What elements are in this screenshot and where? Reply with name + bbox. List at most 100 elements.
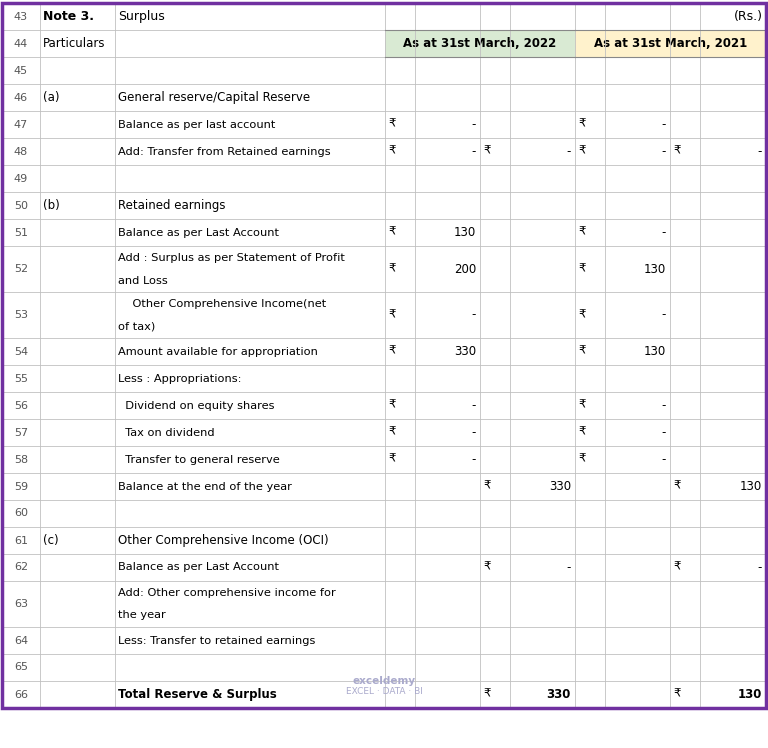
Text: ₹: ₹ <box>578 453 585 466</box>
Bar <box>2 138 766 165</box>
Text: -: - <box>472 145 476 158</box>
Text: As at 31st March, 2022: As at 31st March, 2022 <box>403 37 557 50</box>
Bar <box>2 392 766 419</box>
Text: 62: 62 <box>14 562 28 572</box>
Text: Surplus: Surplus <box>118 10 165 23</box>
Text: (Rs.): (Rs.) <box>734 10 763 23</box>
Bar <box>2 527 766 554</box>
Text: 45: 45 <box>14 66 28 76</box>
Text: Note 3.: Note 3. <box>43 10 94 23</box>
Text: -: - <box>661 226 666 239</box>
Text: 54: 54 <box>14 346 28 357</box>
Text: 53: 53 <box>14 310 28 320</box>
Text: Add: Other comprehensive income for: Add: Other comprehensive income for <box>118 587 336 598</box>
Bar <box>2 581 766 627</box>
Text: 64: 64 <box>14 636 28 646</box>
Text: ₹: ₹ <box>578 399 585 412</box>
Text: Dividend on equity shares: Dividend on equity shares <box>118 400 274 411</box>
Text: (b): (b) <box>43 199 60 212</box>
Text: the year: the year <box>118 610 166 621</box>
Text: 130: 130 <box>740 480 762 493</box>
Bar <box>2 681 766 708</box>
Text: Tax on dividend: Tax on dividend <box>118 428 214 438</box>
Bar <box>2 219 766 246</box>
Text: 330: 330 <box>454 345 476 358</box>
Text: Less : Appropriations:: Less : Appropriations: <box>118 373 241 384</box>
Text: Balance as per last account: Balance as per last account <box>118 120 276 129</box>
Text: ₹: ₹ <box>388 453 396 466</box>
Bar <box>385 30 575 57</box>
Text: ₹: ₹ <box>388 399 396 412</box>
Text: 55: 55 <box>14 373 28 384</box>
Text: 48: 48 <box>14 147 28 156</box>
Text: EXCEL · DATA · BI: EXCEL · DATA · BI <box>346 687 422 696</box>
Text: Total Reserve & Surplus: Total Reserve & Surplus <box>118 688 276 701</box>
Text: As at 31st March, 2021: As at 31st March, 2021 <box>594 37 747 50</box>
Text: 49: 49 <box>14 174 28 183</box>
Text: ₹: ₹ <box>578 308 585 322</box>
Text: 58: 58 <box>14 455 28 465</box>
Text: -: - <box>661 118 666 131</box>
Text: 130: 130 <box>454 226 476 239</box>
Text: ₹: ₹ <box>578 118 585 131</box>
Bar <box>2 446 766 473</box>
Text: ₹: ₹ <box>388 118 396 131</box>
Text: 330: 330 <box>547 688 571 701</box>
Text: 63: 63 <box>14 599 28 609</box>
Text: 52: 52 <box>14 264 28 274</box>
Text: 66: 66 <box>14 690 28 699</box>
Text: -: - <box>661 426 666 439</box>
Text: ₹: ₹ <box>578 345 585 358</box>
Text: Particulars: Particulars <box>43 37 105 50</box>
Text: Less: Transfer to retained earnings: Less: Transfer to retained earnings <box>118 636 316 646</box>
Text: ₹: ₹ <box>388 426 396 439</box>
Bar <box>2 654 766 681</box>
Text: ₹: ₹ <box>673 480 680 493</box>
Text: (c): (c) <box>43 534 58 547</box>
Text: Balance as per Last Account: Balance as per Last Account <box>118 562 279 572</box>
Text: 330: 330 <box>549 480 571 493</box>
Text: ₹: ₹ <box>388 308 396 322</box>
Text: Retained earnings: Retained earnings <box>118 199 226 212</box>
Text: 59: 59 <box>14 482 28 491</box>
Text: 61: 61 <box>14 536 28 545</box>
Text: Add: Transfer from Retained earnings: Add: Transfer from Retained earnings <box>118 147 331 156</box>
Text: ₹: ₹ <box>673 561 680 574</box>
Text: ₹: ₹ <box>483 145 491 158</box>
Text: -: - <box>472 308 476 322</box>
Text: Other Comprehensive Income (OCI): Other Comprehensive Income (OCI) <box>118 534 329 547</box>
Bar <box>2 57 766 84</box>
Text: 50: 50 <box>14 200 28 210</box>
Bar <box>2 84 766 111</box>
Text: 51: 51 <box>14 227 28 238</box>
Bar <box>2 554 766 581</box>
Text: ₹: ₹ <box>673 145 680 158</box>
Text: General reserve/Capital Reserve: General reserve/Capital Reserve <box>118 91 310 104</box>
Text: 46: 46 <box>14 93 28 102</box>
Text: -: - <box>472 453 476 466</box>
Text: 130: 130 <box>737 688 762 701</box>
Text: ₹: ₹ <box>673 688 680 701</box>
Text: 60: 60 <box>14 509 28 518</box>
Text: -: - <box>661 308 666 322</box>
Text: 130: 130 <box>644 345 666 358</box>
Text: -: - <box>661 453 666 466</box>
Text: -: - <box>472 426 476 439</box>
Bar <box>2 419 766 446</box>
Text: 57: 57 <box>14 428 28 438</box>
Bar <box>2 246 766 292</box>
Text: -: - <box>661 399 666 412</box>
Text: -: - <box>472 118 476 131</box>
Bar <box>2 500 766 527</box>
Text: (a): (a) <box>43 91 59 104</box>
Text: 130: 130 <box>644 263 666 275</box>
Text: Transfer to general reserve: Transfer to general reserve <box>118 455 280 465</box>
Text: ₹: ₹ <box>578 226 585 239</box>
Text: ₹: ₹ <box>483 688 491 701</box>
Bar <box>2 292 766 338</box>
Text: ₹: ₹ <box>578 145 585 158</box>
Text: Add : Surplus as per Statement of Profit: Add : Surplus as per Statement of Profit <box>118 253 345 263</box>
Bar <box>2 627 766 654</box>
Text: -: - <box>472 399 476 412</box>
Text: 200: 200 <box>454 263 476 275</box>
